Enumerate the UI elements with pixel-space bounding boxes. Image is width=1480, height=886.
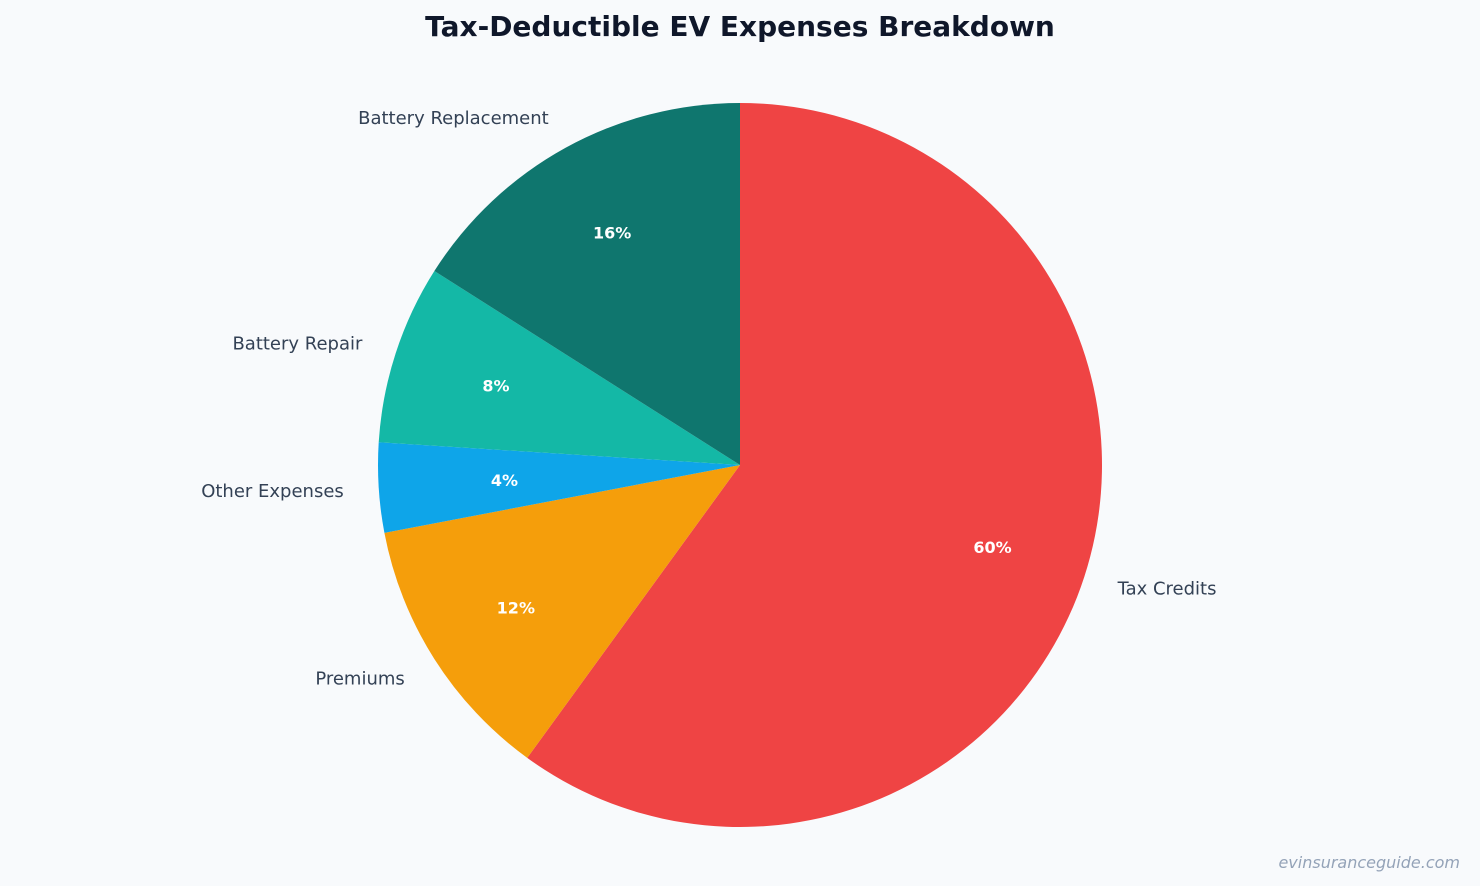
pie-percent-label-battery-replacement: 16%	[593, 223, 631, 242]
pie-slice-other-expenses	[378, 442, 740, 533]
pie-category-label-premiums: Premiums	[315, 669, 404, 690]
pie-slice-premiums	[384, 465, 740, 758]
pie-percent-label-tax-credits: 60%	[973, 538, 1011, 557]
pie-slice-battery-replacement	[434, 103, 740, 465]
pie-category-label-battery-repair: Battery Repair	[232, 333, 363, 354]
watermark: evinsuranceguide.com	[1278, 853, 1460, 872]
pie-percent-label-premiums: 12%	[497, 598, 535, 617]
pie-slice-tax-credits	[527, 103, 1103, 827]
pie-category-label-battery-replacement: Battery Replacement	[358, 108, 549, 129]
pie-category-label-other-expenses: Other Expenses	[201, 481, 344, 502]
slices-layer	[378, 103, 1103, 827]
pie-percent-label-other-expenses: 4%	[491, 471, 518, 490]
pie-category-label-tax-credits: Tax Credits	[1117, 579, 1217, 600]
pie-slice-battery-repair	[378, 271, 740, 465]
category-labels-layer: Tax Credits Premiums Other Expenses Battery…	[201, 108, 1216, 690]
percent-labels-layer: 60% 12% 4% 8% 16%	[482, 223, 1011, 617]
chart-title: Tax-Deductible EV Expenses Breakdown	[425, 10, 1055, 43]
pie-percent-label-battery-repair: 8%	[482, 377, 509, 396]
